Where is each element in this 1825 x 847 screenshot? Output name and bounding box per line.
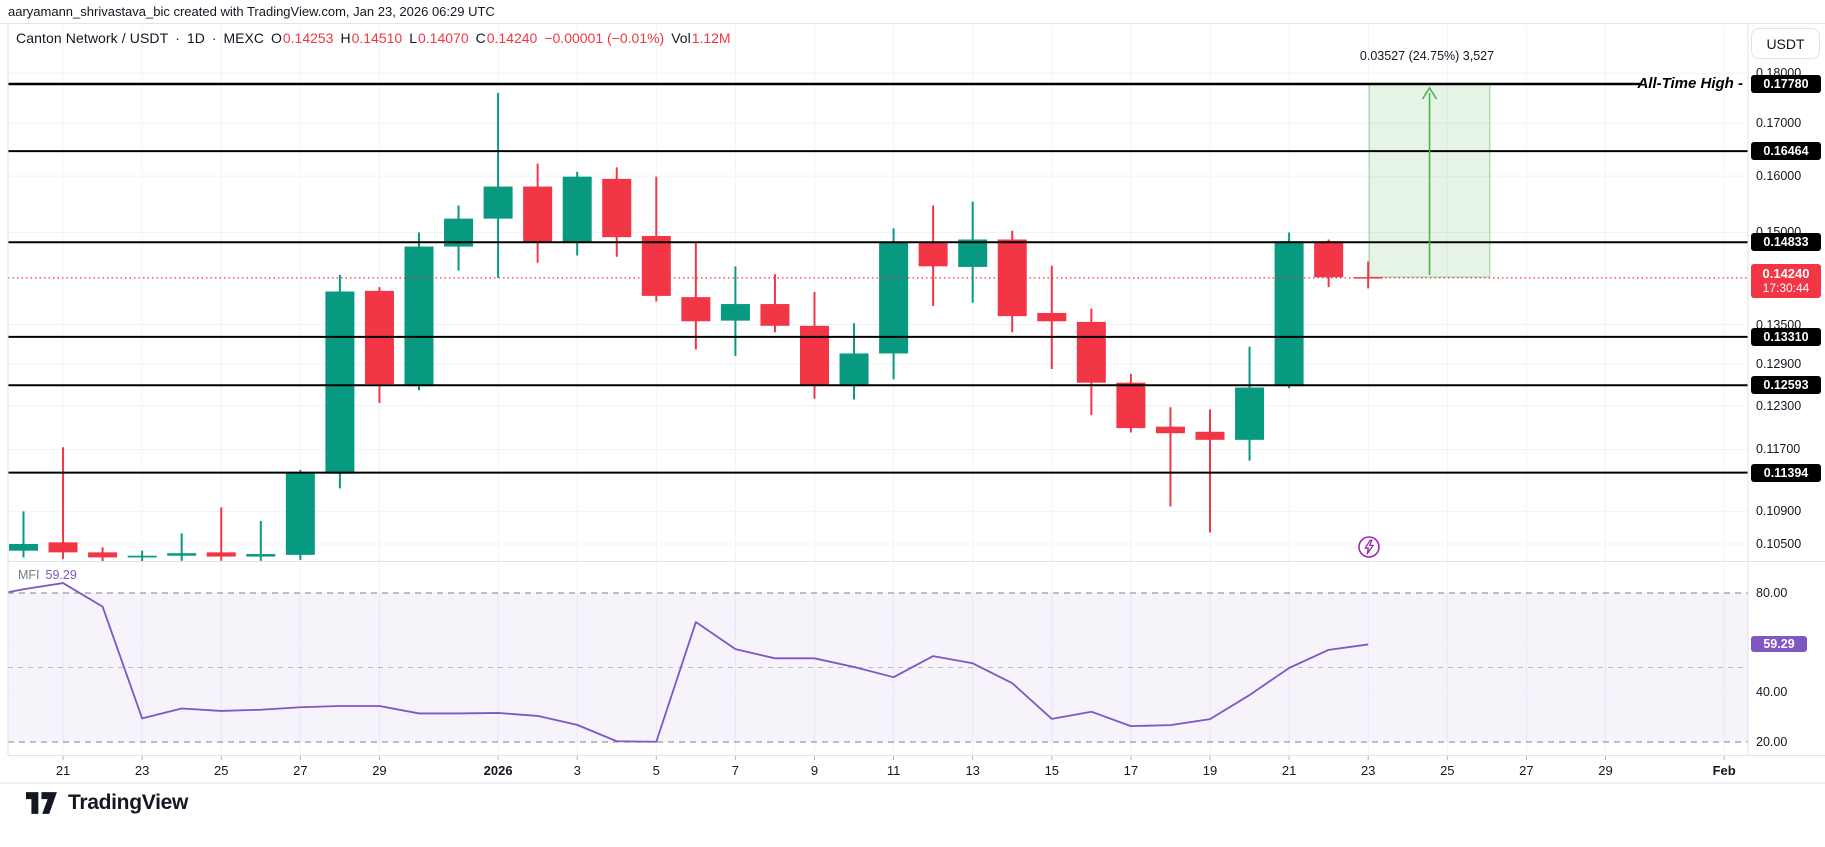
- ohlc-high: H 0.14510: [340, 30, 403, 46]
- time-axis-label[interactable]: 23: [1360, 763, 1376, 778]
- attribution-text: aaryamann_shrivastava_bic created with T…: [8, 4, 495, 19]
- symbol-header[interactable]: Canton Network / USDT · 1D · MEXC O 0.142…: [16, 30, 731, 46]
- current-price-value: 0.14240: [1762, 266, 1810, 281]
- time-axis-label[interactable]: 15: [1044, 763, 1060, 778]
- timeframe[interactable]: 1D: [186, 30, 205, 46]
- time-axis-label[interactable]: 7: [731, 763, 740, 778]
- time-axis-label[interactable]: 11: [886, 763, 901, 778]
- time-axis-label[interactable]: 13: [965, 763, 980, 778]
- time-axis-label[interactable]: 21: [55, 763, 71, 778]
- time-axis-label[interactable]: 25: [214, 763, 229, 778]
- time-axis-label[interactable]: 29: [1598, 763, 1613, 778]
- indicator-axis-label[interactable]: 20.00: [1756, 734, 1788, 749]
- time-axis-label[interactable]: 21: [1281, 763, 1297, 778]
- current-price-tag: 0.14240 17:30:44: [1751, 264, 1821, 298]
- price-level-tag: 0.17780: [1751, 74, 1821, 93]
- indicator-axis-label[interactable]: 40.00: [1756, 685, 1788, 700]
- price-level-tag: 0.14833: [1751, 233, 1821, 252]
- tradingview-logo-mark: [26, 792, 57, 814]
- price-axis-label[interactable]: 0.10900: [1756, 504, 1802, 519]
- price-level-tag: 0.16464: [1751, 142, 1821, 161]
- price-axis-label[interactable]: 0.16000: [1756, 169, 1802, 184]
- indicator-legend[interactable]: MFI 59.29: [18, 568, 77, 582]
- volume: Vol 1.12M: [671, 30, 731, 46]
- ohlc-low: L 0.14070: [409, 30, 469, 46]
- price-level-tag: 0.12593: [1751, 376, 1821, 395]
- indicator-name[interactable]: MFI: [18, 568, 40, 582]
- time-axis-label[interactable]: 27: [293, 763, 308, 778]
- ohlc-open: O 0.14253: [270, 30, 334, 46]
- time-axis-label[interactable]: 5: [652, 763, 660, 778]
- time-axis-label[interactable]: Feb: [1712, 763, 1736, 778]
- price-axis-label[interactable]: 0.11700: [1756, 442, 1801, 457]
- time-axis-label[interactable]: 27: [1519, 763, 1534, 778]
- price-change: −0.00001 (−0.01%): [544, 30, 665, 46]
- symbol-name[interactable]: Canton Network / USDT: [16, 30, 169, 46]
- time-axis-label[interactable]: 23: [134, 763, 150, 778]
- price-level-tag: 0.11394: [1751, 463, 1821, 482]
- tradingview-logo-text: TradingView: [68, 791, 189, 814]
- separator: ·: [175, 30, 180, 46]
- time-axis-label[interactable]: 3: [573, 763, 581, 778]
- price-axis-label[interactable]: 0.17000: [1756, 116, 1802, 131]
- time-axis-label[interactable]: 9: [810, 763, 819, 778]
- time-axis-label[interactable]: 2026: [483, 763, 513, 778]
- mfi-value-tag: 59.29: [1751, 636, 1807, 652]
- time-axis-label[interactable]: 19: [1202, 763, 1218, 778]
- price-axis-label[interactable]: 0.12900: [1756, 357, 1802, 372]
- exchange[interactable]: MEXC: [223, 30, 264, 46]
- projection-range-label: 0.03527 (24.75%) 3,527: [1359, 49, 1495, 63]
- time-axis-label[interactable]: 29: [372, 763, 387, 778]
- tradingview-logo[interactable]: TradingView: [26, 790, 188, 816]
- lightning-icon[interactable]: [1357, 535, 1381, 559]
- time-axis-label[interactable]: 25: [1440, 763, 1455, 778]
- price-axis-label[interactable]: 0.10500: [1756, 537, 1802, 551]
- price-level-tag: 0.13310: [1751, 327, 1821, 346]
- currency-toggle-button[interactable]: USDT: [1751, 28, 1820, 59]
- indicator-value: 59.29: [45, 568, 77, 582]
- indicator-axis-label[interactable]: 80.00: [1756, 586, 1788, 600]
- countdown-timer: 17:30:44: [1762, 281, 1810, 295]
- ohlc-close: C 0.14240: [475, 30, 538, 46]
- separator: ·: [211, 30, 217, 46]
- time-axis-label[interactable]: 17: [1123, 763, 1139, 778]
- price-axis-label[interactable]: 0.12300: [1756, 398, 1802, 413]
- all-time-high-label[interactable]: All-Time High -: [1637, 75, 1743, 92]
